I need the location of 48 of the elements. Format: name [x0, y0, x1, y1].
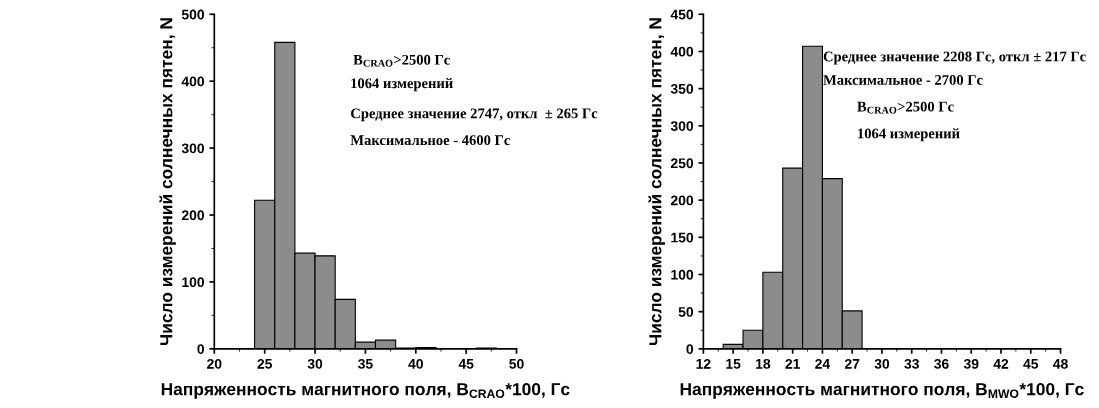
y-tick-label: 0: [197, 344, 205, 355]
x-tick-label: 36: [934, 358, 949, 369]
x-tick-label: 42: [993, 358, 1009, 369]
y-tick-label: 300: [181, 143, 205, 154]
x-tick-label: 30: [874, 358, 890, 369]
y-axis-title: Число измерений солнечных пятен, N: [648, 18, 665, 346]
annotation: Среднее значение 2208 Гс, откл ± 217 Гс: [823, 51, 1086, 65]
x-tick-label: 48: [1053, 358, 1068, 369]
annotation: Максимальное - 4600 Гс: [350, 135, 510, 146]
annotation: B$_{CRAO}$>2500 Гс: [857, 101, 954, 114]
y-tick-label: 0: [686, 344, 694, 355]
x-tick-label: 45: [1023, 359, 1039, 369]
annotation: Максимальное - 2700 Гс: [823, 75, 983, 85]
x-tick-label: 18: [756, 358, 771, 369]
x-tick-label: 30: [307, 358, 323, 369]
x-tick-label: 39: [963, 358, 979, 369]
y-tick-label: 150: [671, 232, 694, 243]
x-tick-label: 35: [358, 358, 373, 369]
x-tick-label: 45: [458, 359, 474, 369]
y-tick-label: 200: [670, 195, 694, 206]
y-tick-label: 100: [182, 277, 205, 288]
x-tick-label: 12: [696, 358, 711, 369]
y-tick-label: 400: [181, 76, 205, 87]
x-tick-label: 40: [408, 358, 423, 369]
y-tick-label: 500: [181, 9, 205, 20]
x-tick-label: 21: [785, 358, 800, 369]
y-tick-label: 250: [670, 158, 694, 169]
y-tick-label: 450: [670, 9, 694, 20]
annotation: 1064 измерений: [858, 128, 960, 142]
annotation: B$_{CRAO}$>2500 Гс: [353, 54, 450, 67]
x-tick-label: 24: [815, 358, 831, 369]
x-axis-title: Напряженность магнитного поля, B$_{CRAO}$*100, Гс: [161, 383, 570, 399]
y-tick-label: 350: [670, 83, 694, 94]
y-tick-label: 300: [670, 121, 694, 131]
y-tick-label: 200: [181, 210, 205, 221]
x-tick-label: 50: [509, 358, 524, 369]
annotation: 1064 измерений: [351, 78, 453, 92]
x-tick-label: 33: [904, 358, 919, 369]
annotation: Среднее значение 2747, откл ± 265 Гс: [351, 108, 598, 122]
y-tick-label: 400: [670, 46, 694, 57]
y-tick-label: 100: [671, 269, 694, 280]
x-tick-label: 27: [844, 358, 860, 369]
y-axis-title: Число измерений солнечных пятен, N: [159, 18, 176, 346]
x-tick-label: 25: [257, 358, 273, 369]
x-tick-label: 15: [726, 359, 741, 369]
x-axis-title: Напряженность магнитного поля, B$_{MWO}$*100, Гс: [680, 383, 1084, 399]
x-tick-label: 20: [207, 358, 222, 369]
y-tick-label: 50: [678, 307, 694, 317]
